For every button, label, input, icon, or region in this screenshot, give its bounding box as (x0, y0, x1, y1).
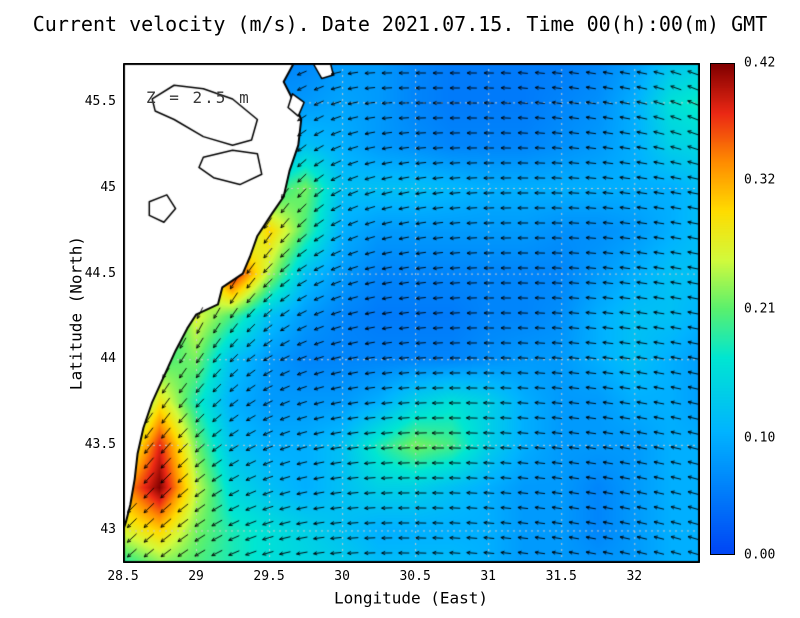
map-plot-area (123, 63, 700, 563)
chart-title: Current velocity (m/s). Date 2021.07.15.… (32, 12, 768, 36)
y-tick-label: 43.5 (84, 436, 116, 452)
colorbar-gradient (711, 64, 734, 554)
y-axis-label: Latitude (North) (66, 235, 86, 391)
x-tick-label: 31 (480, 569, 497, 584)
x-axis-label: Longitude (East) (333, 588, 489, 608)
x-tick-label: 29.5 (253, 569, 285, 584)
colorbar (710, 63, 735, 555)
x-tick-label: 28.5 (107, 569, 139, 584)
x-tick-label: 29 (188, 569, 204, 584)
colorbar-tick-label: 0.21 (744, 301, 776, 317)
colorbar-tick-label: 0.42 (744, 55, 776, 71)
x-tick-label: 31.5 (545, 569, 577, 584)
x-tick-label: 32 (626, 569, 643, 584)
x-tick-label: 30 (334, 569, 350, 584)
x-tick-label: 30.5 (399, 569, 431, 584)
colorbar-tick-label: 0.10 (744, 430, 776, 446)
y-tick-label: 45.5 (84, 94, 116, 110)
velocity-field-canvas (123, 63, 700, 563)
y-tick-label: 44.5 (84, 265, 116, 281)
y-tick-label: 45 (100, 180, 116, 195)
y-tick-label: 43 (100, 522, 116, 538)
colorbar-tick-label: 0.00 (744, 547, 776, 563)
y-tick-label: 44 (100, 351, 116, 367)
depth-annotation: Z = 2.5 m (146, 88, 251, 107)
colorbar-tick-label: 0.32 (744, 172, 776, 188)
